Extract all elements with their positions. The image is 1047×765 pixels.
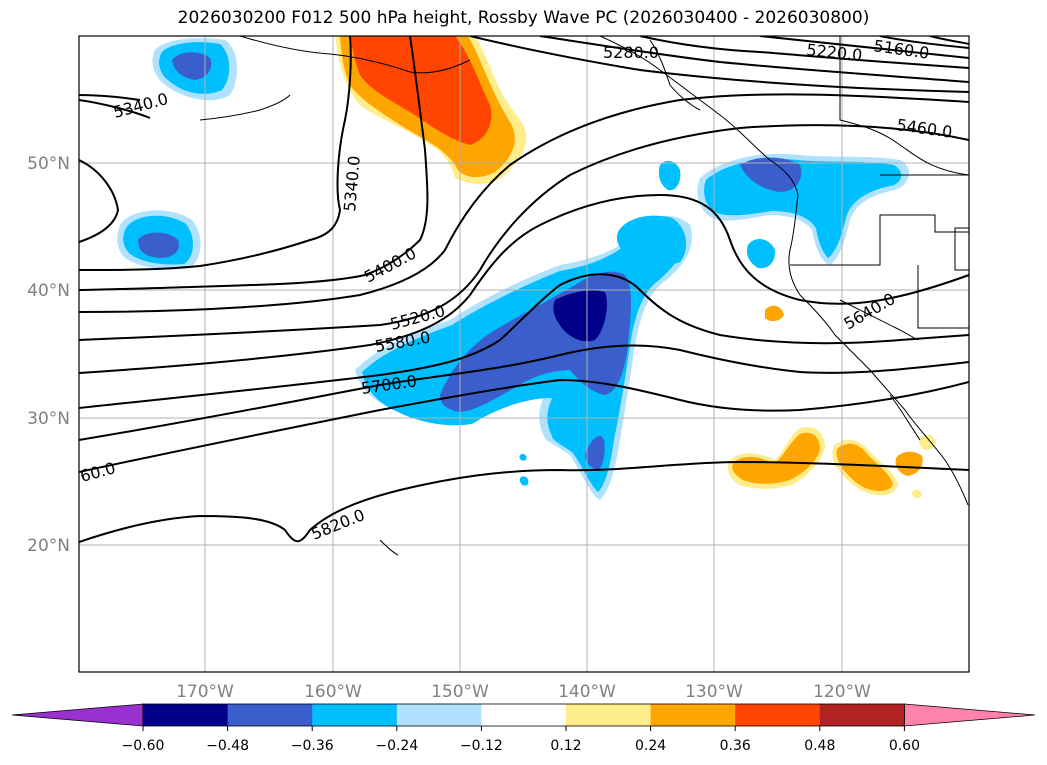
colorbar-swatch <box>143 704 229 726</box>
longitude-labels: 170°W 160°W 150°W 140°W 130°W 120°W <box>176 682 871 702</box>
lat-label-30n: 30°N <box>27 409 70 429</box>
colorbar-tick-label: −0.60 <box>122 738 165 754</box>
map-border <box>78 35 970 673</box>
colorbar-tick-label: 0.12 <box>550 738 581 754</box>
colorbar-extend-low <box>11 703 144 727</box>
lat-label-50n: 50°N <box>27 154 70 174</box>
height-contours <box>79 36 969 543</box>
colorbar-swatch <box>819 704 905 726</box>
graticule <box>79 36 969 672</box>
colorbar-swatch <box>735 704 821 726</box>
colorbar-swatch <box>650 704 736 726</box>
lon-label-120w: 120°W <box>813 682 871 702</box>
lon-label-130w: 130°W <box>685 682 743 702</box>
lat-label-20n: 20°N <box>27 536 70 556</box>
map-title: 2026030200 F012 500 hPa height, Rossby W… <box>177 8 870 28</box>
colorbar-outline <box>142 703 905 727</box>
colorbar-tick-label: 0.36 <box>720 738 751 754</box>
contour-label-5340-north: 5340.0 <box>340 155 364 212</box>
colorbar-swatch <box>227 704 313 726</box>
colorbar-swatch <box>566 704 652 726</box>
colorbar-tick-label: −0.24 <box>375 738 418 754</box>
anomaly-shading <box>117 36 936 500</box>
colorbar-swatch <box>481 704 567 726</box>
colorbar-swatch <box>312 704 398 726</box>
contour-label-5280: 5280.0 <box>603 43 659 62</box>
colorbar-tick-label: −0.36 <box>291 738 334 754</box>
colorbar-tick-label: 0.48 <box>804 738 835 754</box>
colorbar-tick-label: −0.48 <box>206 738 249 754</box>
lon-label-170w: 170°W <box>176 682 234 702</box>
lon-label-150w: 150°W <box>431 682 489 702</box>
map-layers: 5340.0 5340.0 5400.0 5520.0 5580.0 5700.… <box>79 36 969 672</box>
colorbar: −0.60 −0.48 −0.36 −0.24 −0.12 0.12 0.24 0.36 0.4… <box>11 703 1036 754</box>
colorbar-swatch <box>396 704 482 726</box>
colorbar-extend-high <box>904 703 1036 727</box>
latitude-labels: 50°N 40°N 30°N 20°N <box>27 154 70 556</box>
colorbar-tick-label: 0.24 <box>635 738 666 754</box>
lat-label-40n: 40°N <box>27 281 70 301</box>
lon-label-160w: 160°W <box>304 682 362 702</box>
colorbar-tick-label: −0.12 <box>460 738 503 754</box>
colorbar-tick-label: 0.60 <box>889 738 920 754</box>
lon-label-140w: 140°W <box>558 682 616 702</box>
